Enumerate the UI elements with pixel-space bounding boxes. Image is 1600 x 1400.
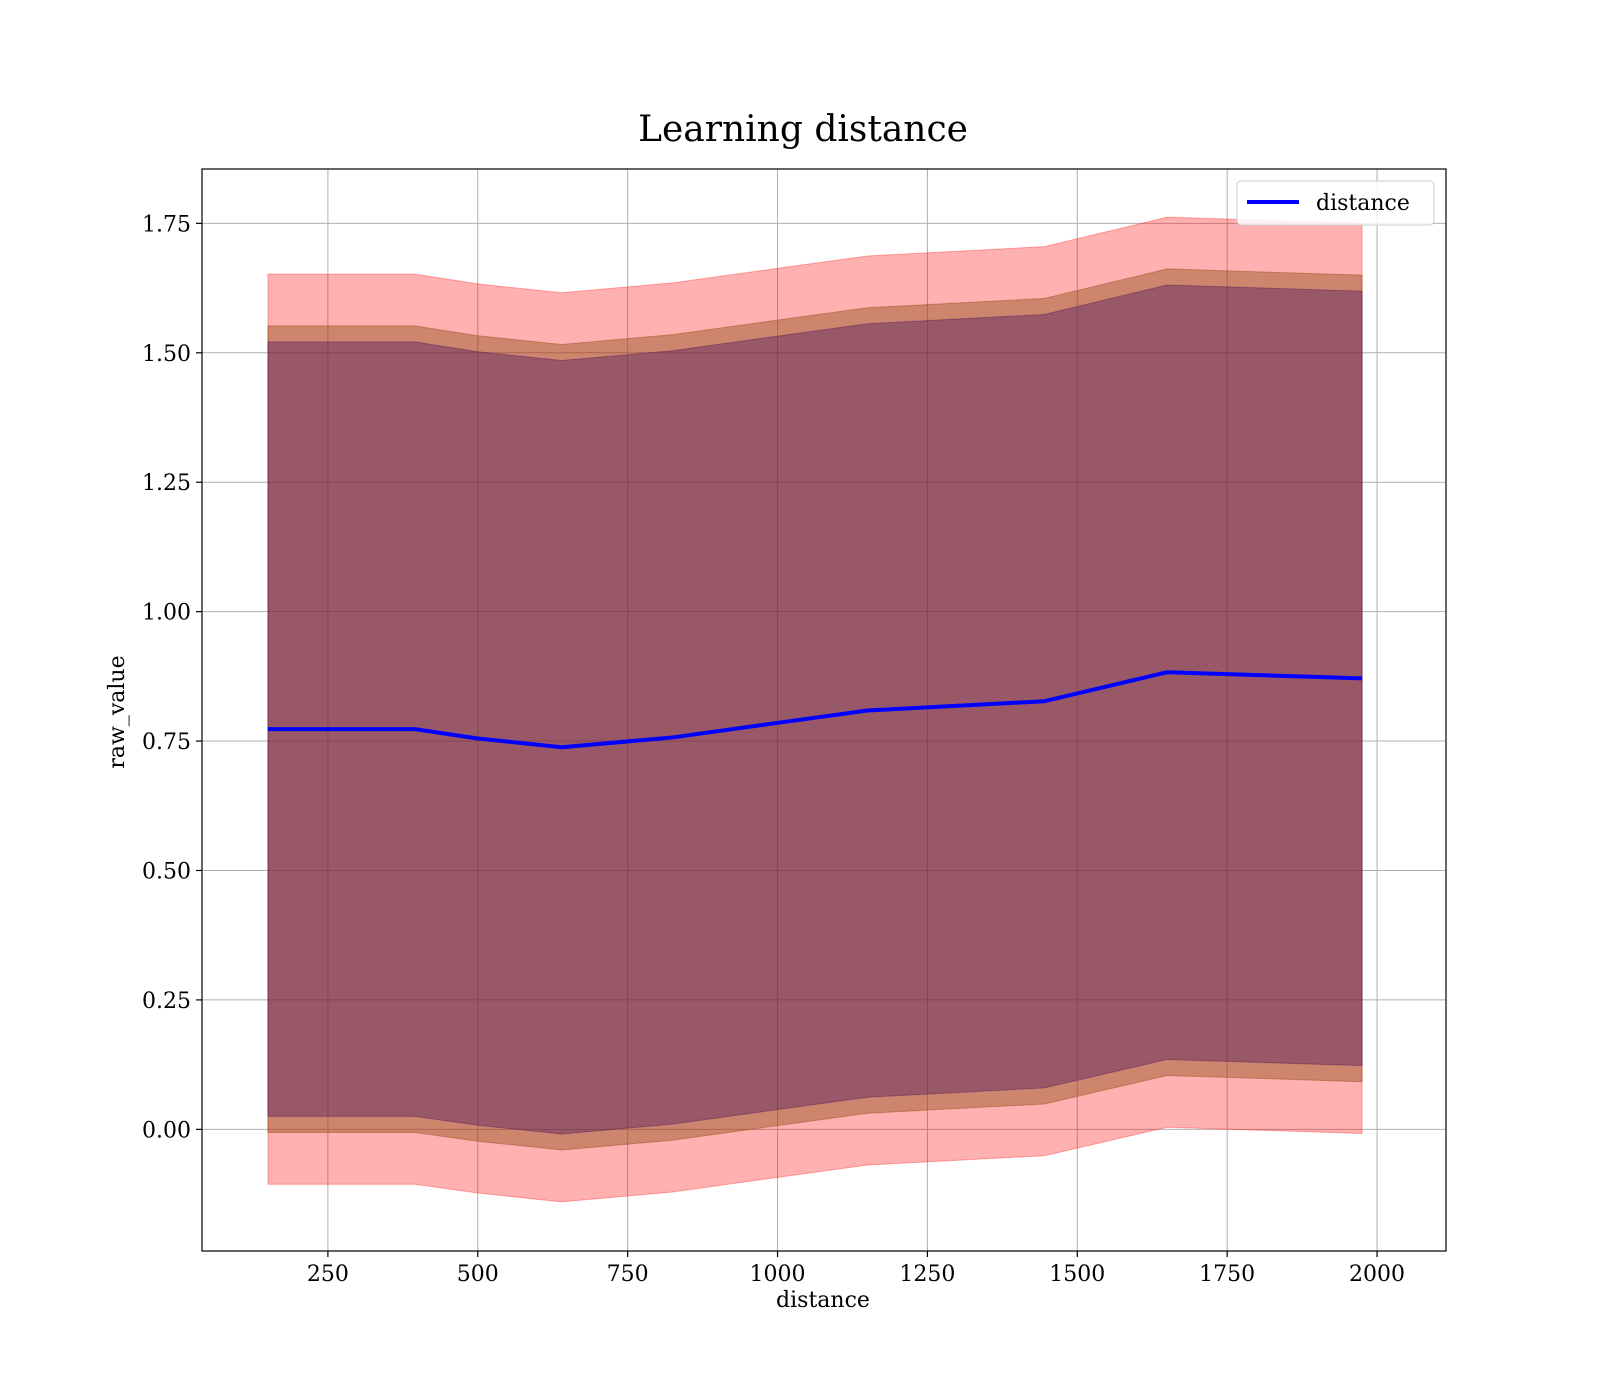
x-tick-label: 1750 bbox=[1199, 1262, 1255, 1287]
legend-label-distance: distance bbox=[1316, 191, 1410, 216]
series-line-distance bbox=[267, 670, 1363, 750]
plot-area-frame bbox=[201, 168, 1447, 1252]
y-axis-title: raw_value bbox=[105, 655, 130, 768]
x-tick-label: 2000 bbox=[1349, 1262, 1405, 1287]
y-tick-label: 1.00 bbox=[142, 601, 191, 626]
y-tick-label: 1.50 bbox=[142, 342, 191, 367]
x-tick-label: 1250 bbox=[899, 1262, 955, 1287]
confidence-bands bbox=[267, 216, 1363, 1203]
x-tick-label: 500 bbox=[457, 1262, 499, 1287]
legend: distance bbox=[1236, 180, 1435, 226]
y-axis-ticks: 0.00 0.25 0.50 0.75 1.00 1.25 1.50 1.75 bbox=[142, 212, 202, 1143]
x-axis-title: distance bbox=[776, 1288, 870, 1313]
y-tick-label: 0.25 bbox=[142, 989, 191, 1014]
x-tick-label: 1000 bbox=[750, 1262, 806, 1287]
x-tick-label: 250 bbox=[307, 1262, 349, 1287]
y-tick-label: 0.00 bbox=[142, 1118, 191, 1143]
grid-lines bbox=[202, 169, 1446, 1251]
y-tick-label: 0.75 bbox=[142, 730, 191, 755]
x-tick-label: 1500 bbox=[1049, 1262, 1105, 1287]
legend-box bbox=[1236, 180, 1435, 226]
confidence-band-3 bbox=[267, 284, 1363, 1135]
confidence-band-2 bbox=[267, 268, 1363, 1151]
y-tick-label: 0.50 bbox=[142, 859, 191, 884]
series-lines bbox=[267, 670, 1363, 750]
confidence-band-1 bbox=[267, 216, 1363, 1203]
chart-title: Learning distance bbox=[638, 109, 968, 150]
y-tick-label: 1.25 bbox=[142, 471, 191, 496]
x-tick-label: 750 bbox=[607, 1262, 649, 1287]
y-tick-label: 1.75 bbox=[142, 212, 191, 237]
x-axis-ticks: 250 500 750 1000 1250 1500 1750 2000 bbox=[307, 1251, 1405, 1287]
